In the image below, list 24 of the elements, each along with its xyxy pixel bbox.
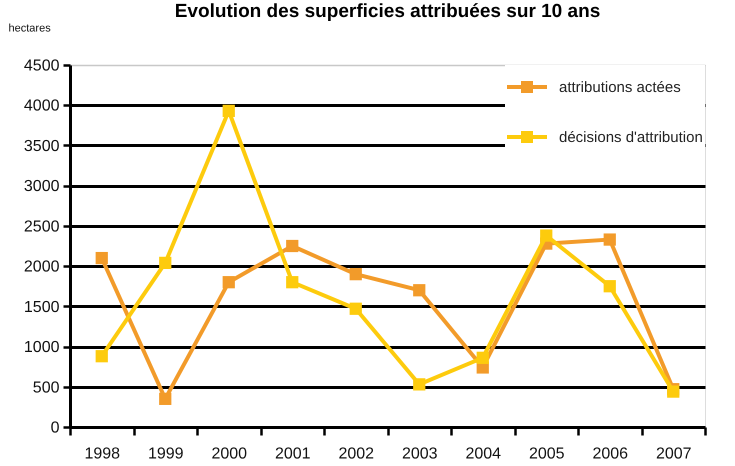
y-tick-label: 500 — [32, 379, 60, 396]
x-tick-label: 2003 — [402, 446, 438, 462]
x-tick-label: 2004 — [465, 446, 502, 462]
y-tick-label: 4500 — [24, 58, 60, 74]
x-tick-label: 2002 — [338, 446, 374, 462]
y-tick-label: 4000 — [24, 98, 60, 115]
y-tick-label: 1500 — [24, 298, 60, 316]
x-tick-label: 1998 — [84, 446, 120, 462]
y-tick-label: 1000 — [24, 339, 60, 356]
x-tick-label: 2005 — [528, 446, 565, 462]
x-tick-label: 2001 — [274, 446, 311, 462]
y-axis-title: hectares — [8, 22, 52, 34]
y-tick-label: 0 — [50, 420, 60, 436]
legend-label: attributions actées — [559, 79, 681, 96]
x-tick-label: 1999 — [148, 446, 184, 462]
y-tick-label: 2000 — [24, 258, 60, 276]
x-tick-label: 2000 — [211, 446, 248, 462]
y-tick-label: 3500 — [24, 138, 60, 155]
chart-title: Evolution des superficies attribuées sur 10 ans — [174, 1, 600, 22]
x-tick-label: 2007 — [656, 446, 692, 462]
y-tick-label: 3000 — [24, 178, 60, 196]
legend-label: décisions d'attribution — [559, 129, 703, 146]
y-tick-label: 2500 — [24, 218, 60, 236]
x-tick-label: 2006 — [592, 446, 628, 462]
